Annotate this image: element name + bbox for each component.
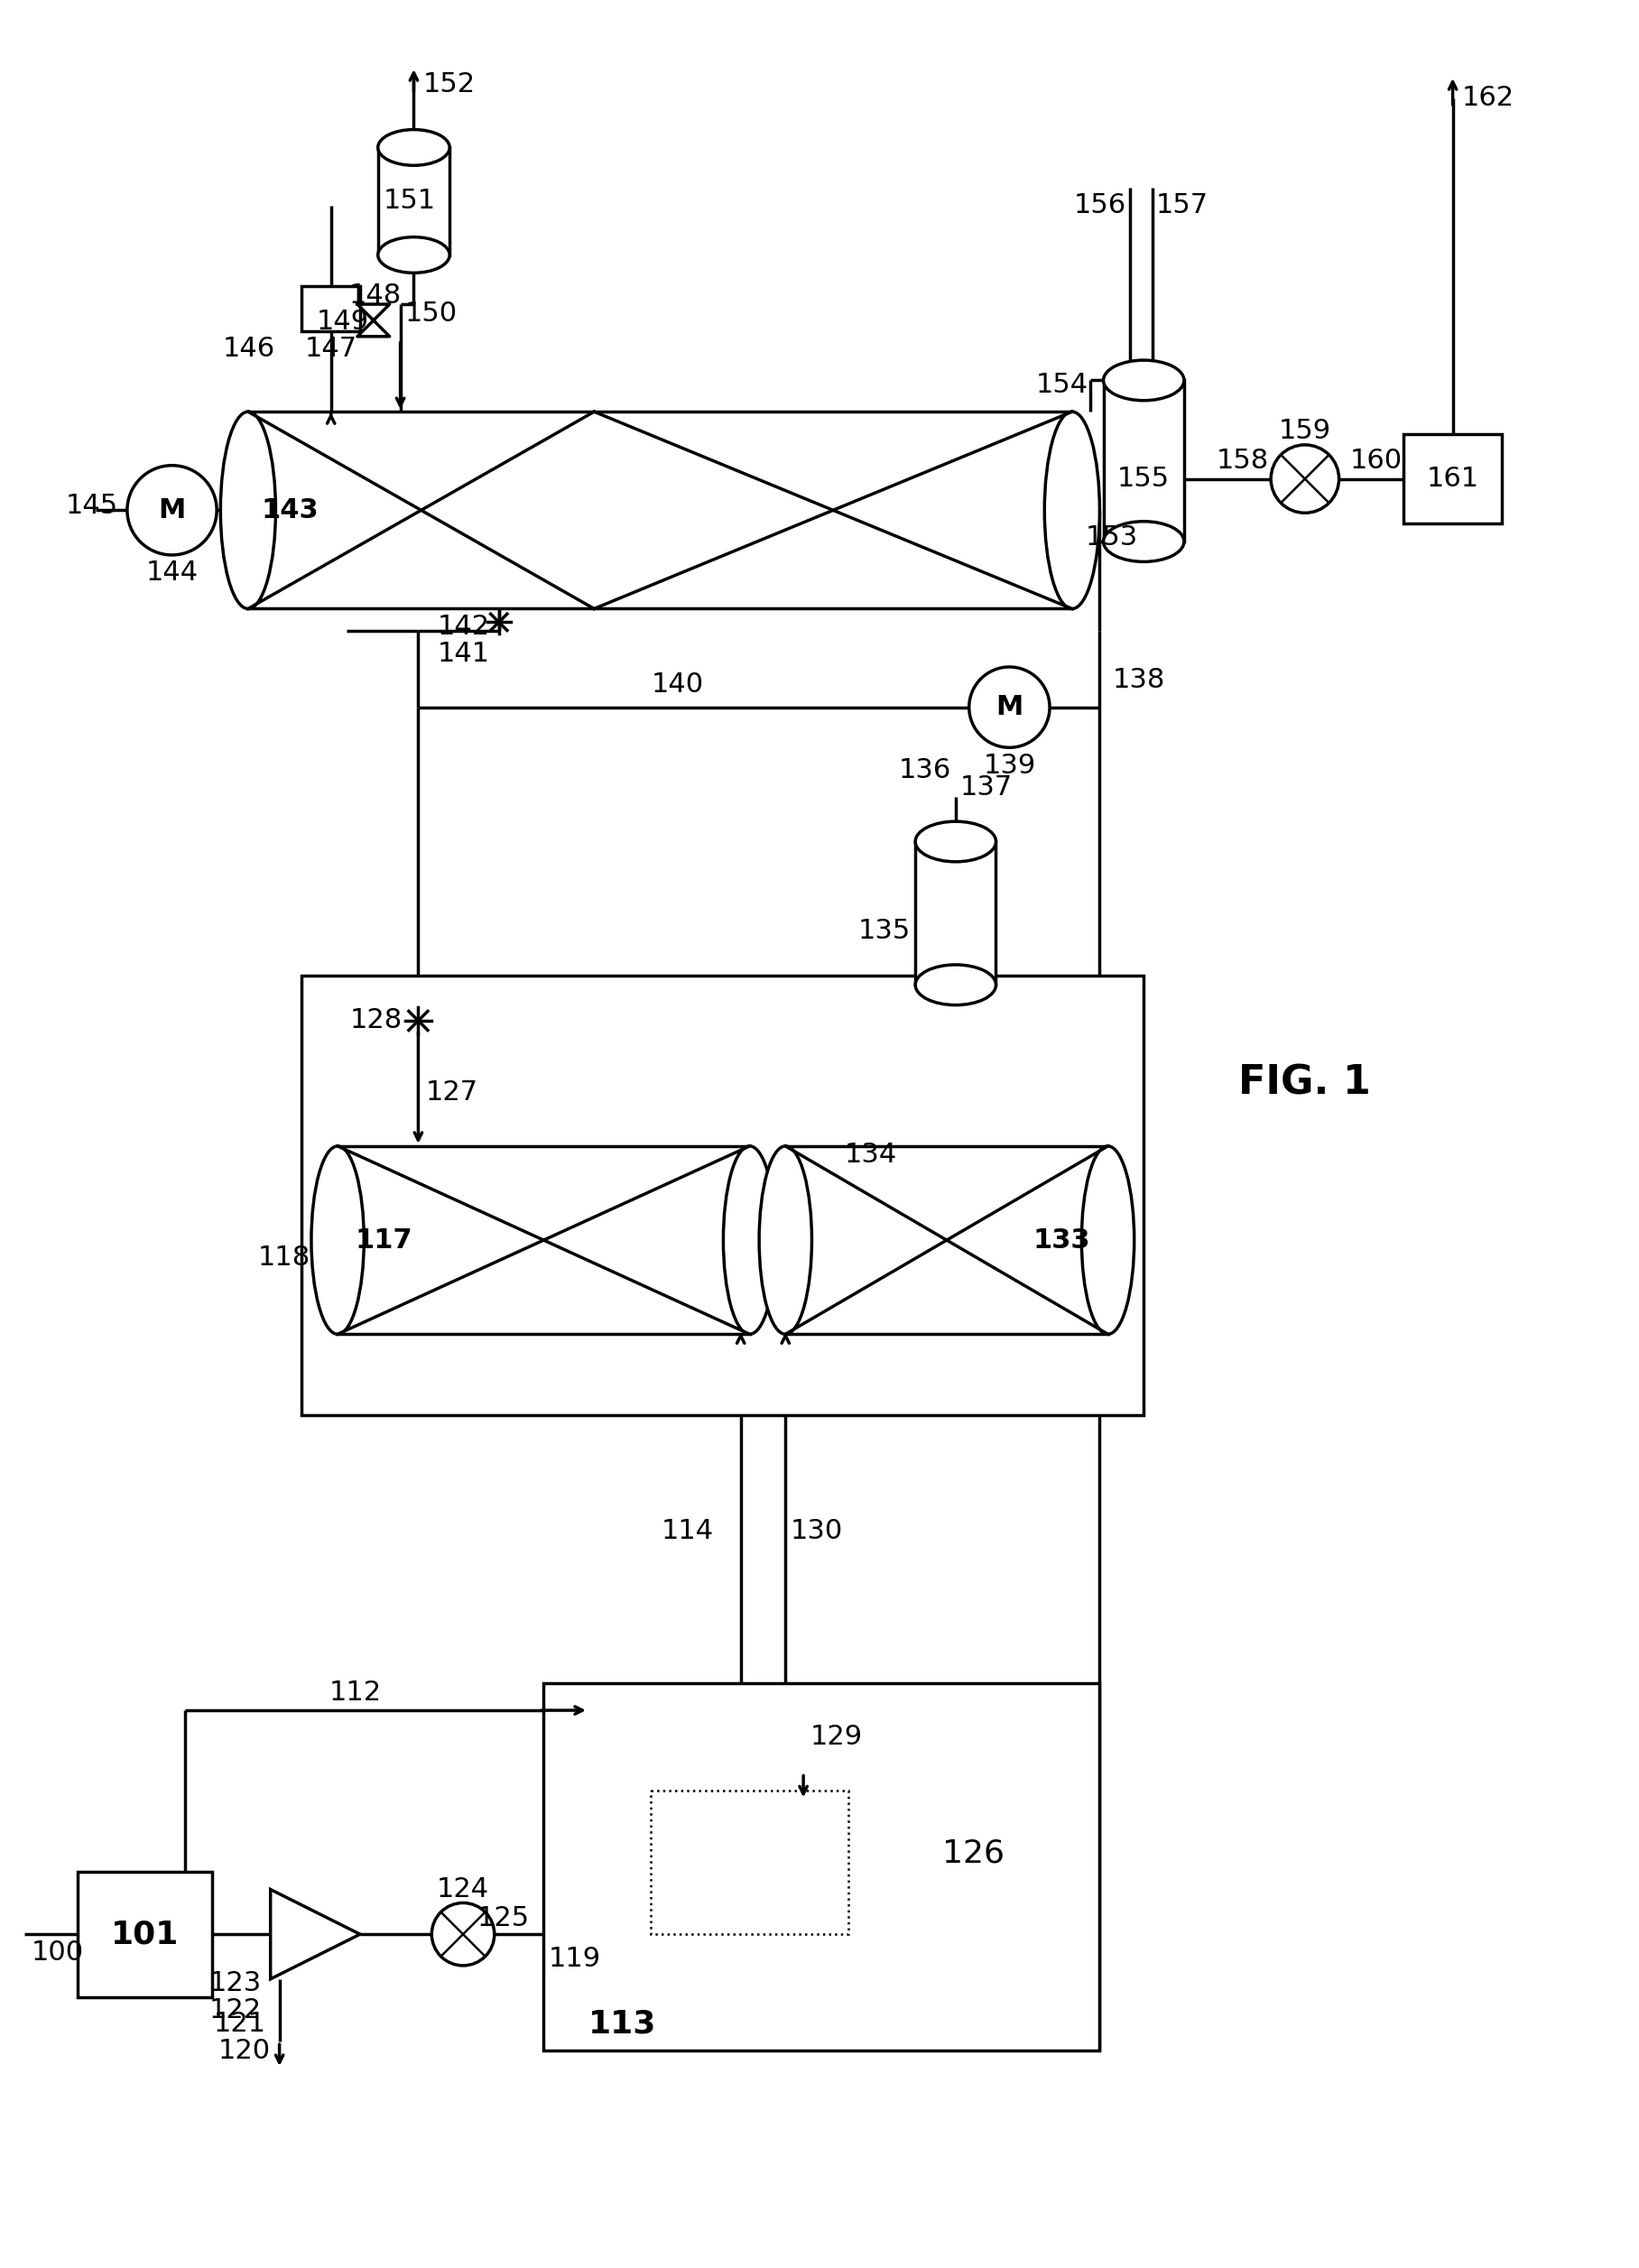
- Bar: [915, 841, 997, 984]
- Text: 162: 162: [1462, 86, 1514, 111]
- Bar: [79, 1871, 213, 1996]
- Text: 139: 139: [983, 753, 1036, 778]
- Text: 142: 142: [438, 615, 490, 640]
- Text: 114: 114: [662, 1517, 715, 1545]
- Text: 154: 154: [1036, 372, 1088, 397]
- Text: 143: 143: [262, 497, 320, 524]
- Text: 155: 155: [1118, 465, 1170, 492]
- Text: 130: 130: [790, 1517, 842, 1545]
- Text: 121: 121: [213, 2012, 266, 2037]
- Text: 145: 145: [66, 492, 118, 519]
- Text: 159: 159: [1278, 417, 1331, 445]
- Bar: [247, 413, 1072, 608]
- Bar: [651, 1792, 847, 1935]
- Bar: [379, 147, 449, 254]
- Text: 113: 113: [588, 2009, 657, 2039]
- Text: 127: 127: [426, 1080, 479, 1105]
- Text: 156: 156: [1074, 193, 1126, 218]
- Text: 152: 152: [423, 73, 475, 98]
- Text: 126: 126: [942, 1839, 1005, 1869]
- Text: 141: 141: [438, 640, 490, 667]
- Polygon shape: [270, 1889, 361, 1980]
- Text: 125: 125: [477, 1905, 529, 1930]
- Circle shape: [431, 1903, 495, 1966]
- Text: 101: 101: [111, 1919, 179, 1950]
- Text: 137: 137: [960, 776, 1013, 801]
- Text: 120: 120: [218, 2037, 270, 2064]
- Circle shape: [128, 465, 216, 556]
- Ellipse shape: [915, 821, 997, 862]
- Text: 160: 160: [1351, 447, 1403, 474]
- Bar: [338, 1145, 749, 1334]
- Text: 118: 118: [259, 1245, 311, 1270]
- Text: 100: 100: [31, 1939, 84, 1964]
- Ellipse shape: [1044, 413, 1100, 608]
- Text: 161: 161: [1426, 465, 1478, 492]
- Text: 150: 150: [405, 299, 457, 327]
- Ellipse shape: [221, 413, 275, 608]
- Text: 146: 146: [223, 336, 275, 363]
- Text: 144: 144: [146, 560, 198, 585]
- Text: M: M: [995, 694, 1023, 721]
- Text: 129: 129: [811, 1724, 864, 1751]
- Ellipse shape: [915, 964, 997, 1005]
- Circle shape: [969, 667, 1049, 748]
- Text: 138: 138: [1113, 667, 1165, 694]
- Bar: [1403, 433, 1501, 524]
- Text: 148: 148: [349, 281, 402, 308]
- Ellipse shape: [723, 1145, 775, 1334]
- Bar: [1103, 381, 1183, 542]
- Text: 158: 158: [1216, 447, 1269, 474]
- Ellipse shape: [311, 1145, 364, 1334]
- Ellipse shape: [379, 129, 449, 166]
- Text: 151: 151: [384, 188, 436, 213]
- Text: 134: 134: [844, 1143, 898, 1168]
- Text: 136: 136: [898, 758, 951, 782]
- Bar: [302, 975, 1144, 1415]
- Text: 112: 112: [329, 1678, 382, 1706]
- Bar: [302, 286, 361, 331]
- Text: 149: 149: [316, 308, 369, 336]
- Text: 128: 128: [349, 1007, 402, 1034]
- Bar: [785, 1145, 1108, 1334]
- Ellipse shape: [1082, 1145, 1134, 1334]
- Text: 123: 123: [208, 1971, 262, 1996]
- Bar: [544, 1683, 1098, 2050]
- Ellipse shape: [379, 238, 449, 272]
- Text: 140: 140: [652, 671, 705, 699]
- Text: 153: 153: [1085, 524, 1137, 551]
- Text: 133: 133: [1033, 1227, 1090, 1254]
- Text: 117: 117: [356, 1227, 413, 1254]
- Ellipse shape: [759, 1145, 811, 1334]
- Text: 135: 135: [859, 919, 911, 943]
- Text: M: M: [159, 497, 185, 524]
- Text: FIG. 1: FIG. 1: [1239, 1064, 1372, 1102]
- Ellipse shape: [1103, 361, 1183, 401]
- Text: 119: 119: [547, 1946, 600, 1973]
- Text: 157: 157: [1155, 193, 1208, 218]
- Text: 122: 122: [210, 1998, 262, 2023]
- Text: 124: 124: [438, 1876, 490, 1903]
- Circle shape: [1270, 445, 1339, 513]
- Text: 147: 147: [305, 336, 357, 363]
- Ellipse shape: [1103, 522, 1183, 562]
